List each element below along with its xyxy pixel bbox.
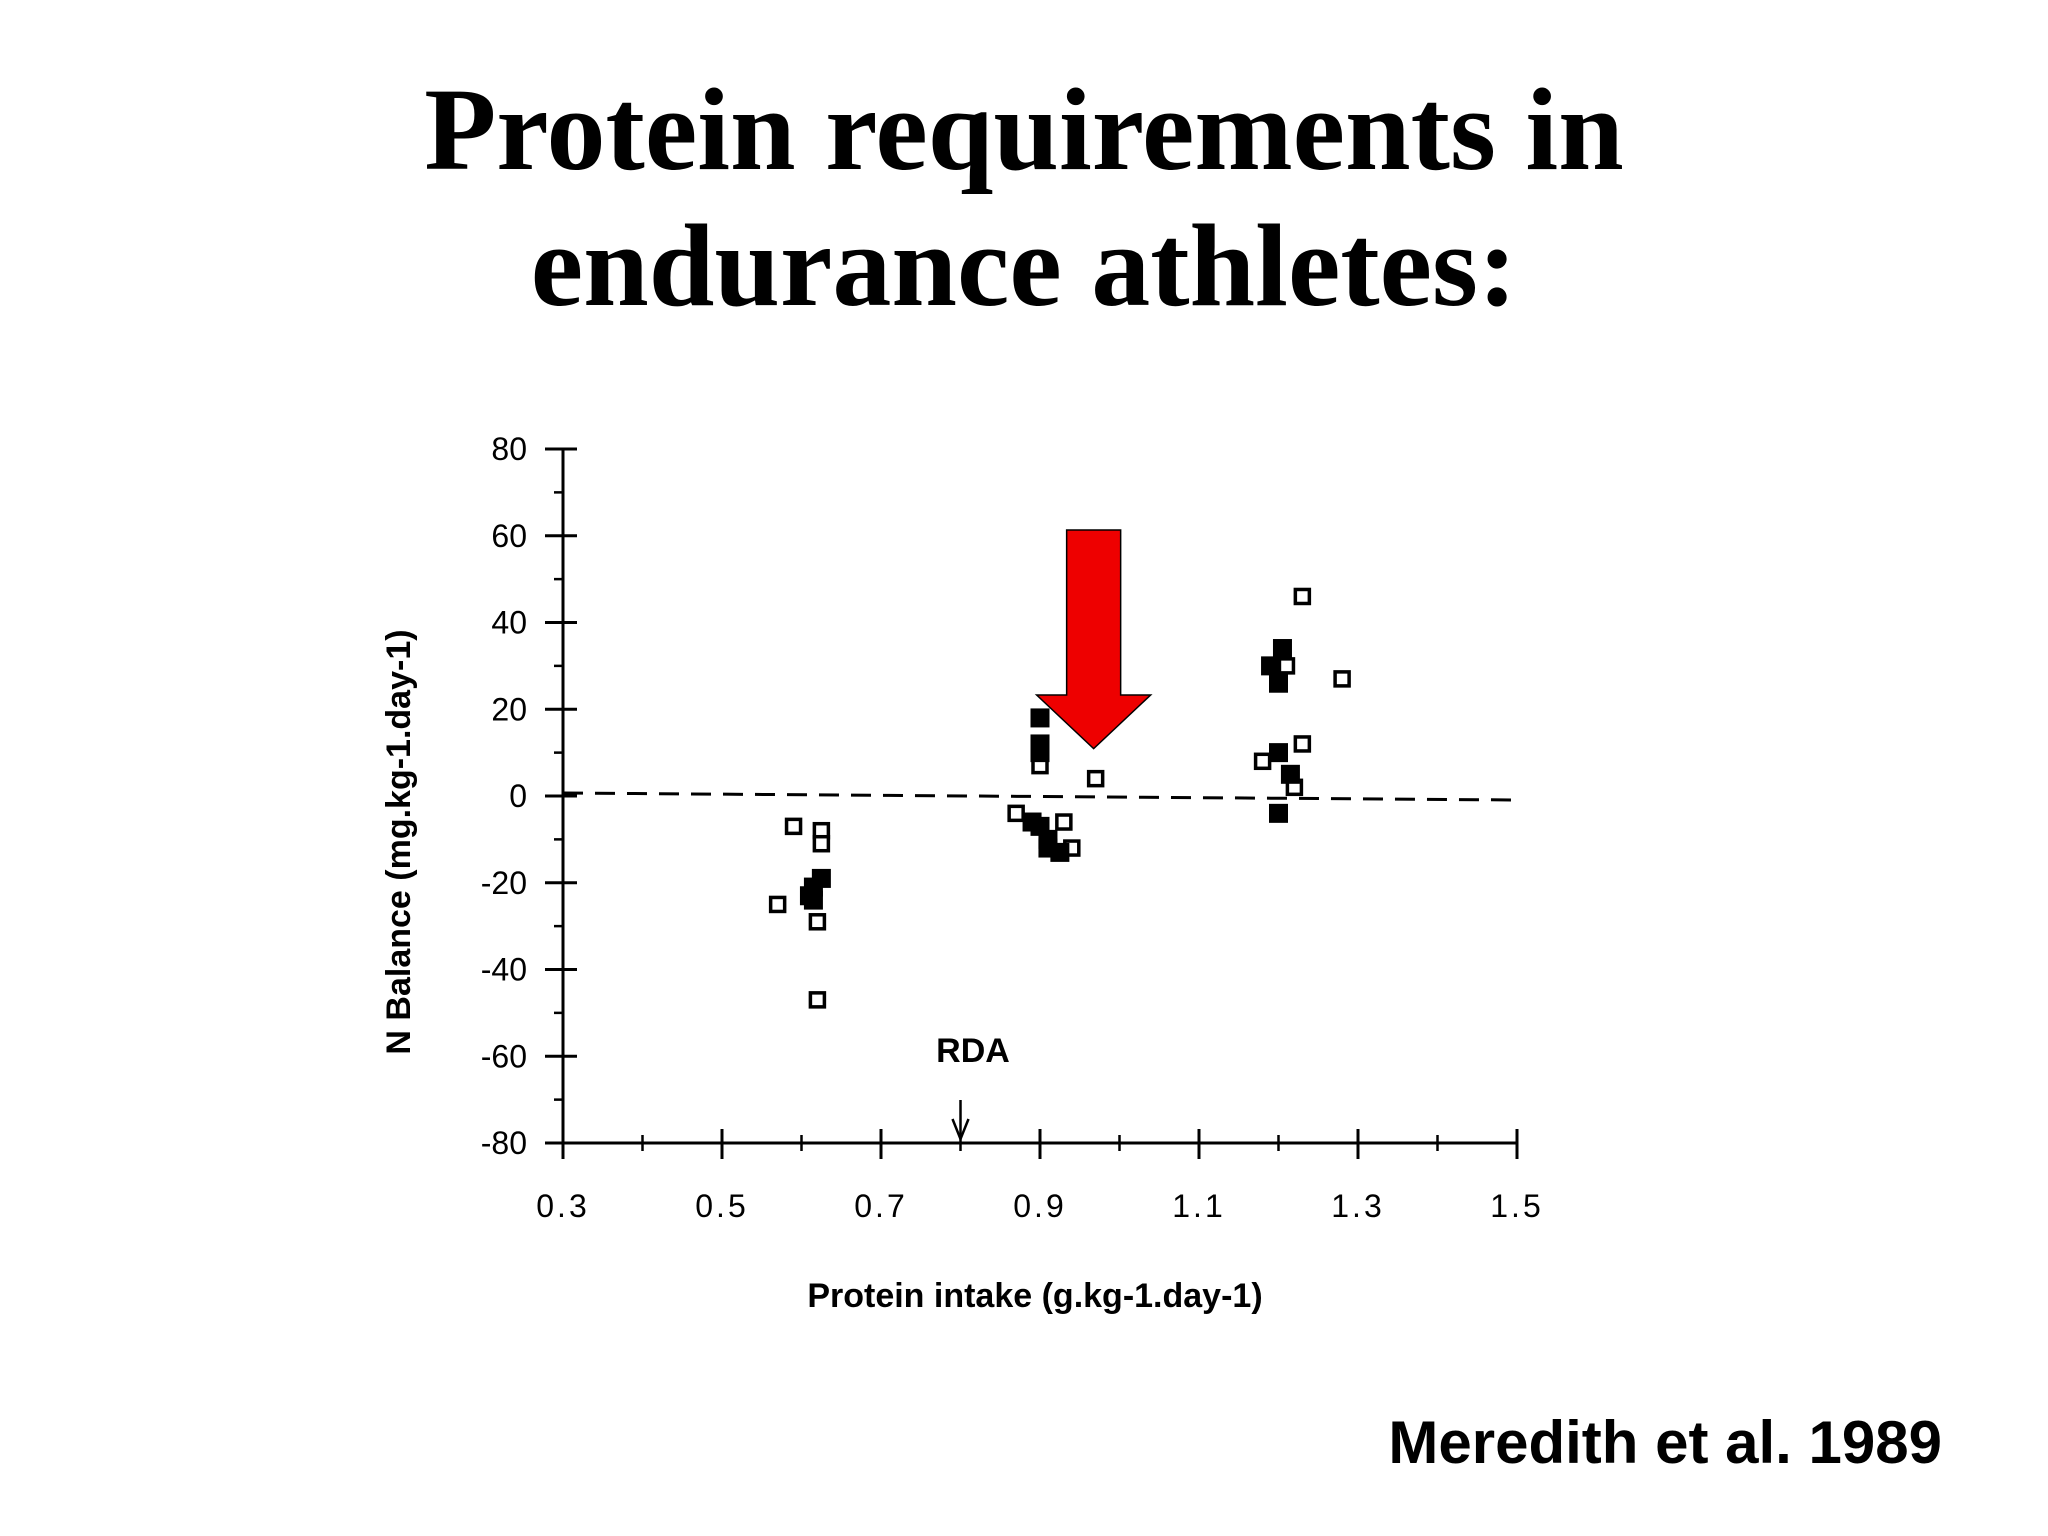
x-tick-label: 0.7 (854, 1188, 907, 1224)
data-point-open (808, 991, 827, 1009)
highlight-arrow (1034, 529, 1153, 750)
x-axis-title: Protein intake (g.kg-1.day-1) (807, 1277, 1262, 1315)
data-point-open (784, 817, 803, 836)
data-point-filled (1280, 764, 1300, 784)
y-tick-label: -60 (481, 1038, 527, 1074)
data-point-filled (1269, 673, 1288, 693)
rda-arrow-head (951, 1118, 970, 1143)
x-tick-label: 1.5 (1490, 1188, 1543, 1224)
data-point-open (1007, 804, 1025, 823)
data-point-open (1086, 769, 1105, 788)
data-point-filled (1050, 842, 1070, 862)
data-point-open (1293, 587, 1312, 606)
chart-marks (768, 529, 1351, 1009)
citation: Meredith et al. 1989 (1388, 1409, 1942, 1476)
data-point-filled (1261, 656, 1281, 676)
rda-label: RDA (936, 1032, 1010, 1070)
y-tick-label: -40 (481, 952, 527, 988)
data-point-filled (803, 890, 823, 910)
x-tick-label: 0.3 (536, 1188, 589, 1224)
y-tick-label: -20 (481, 865, 527, 901)
x-tick-label: 1.3 (1331, 1188, 1384, 1224)
data-point-filled (1269, 803, 1288, 823)
data-point-filled (1030, 708, 1050, 728)
data-point-filled (1269, 743, 1288, 763)
data-point-open (1293, 735, 1312, 753)
y-tick-label: 40 (491, 605, 527, 641)
data-point-open (812, 834, 831, 853)
data-point-filled (1030, 743, 1050, 763)
zero-reference-line (562, 791, 1518, 802)
y-tick-label: 60 (491, 518, 527, 554)
data-point-filled (811, 868, 831, 888)
x-tick-label: 0.5 (695, 1188, 748, 1224)
data-point-open (1277, 657, 1296, 675)
x-tick-label: 1.1 (1172, 1188, 1225, 1224)
slide-title: Protein requirements in endurance athlet… (0, 62, 2048, 334)
data-point-open (1253, 752, 1272, 771)
y-axis-title: N Balance (mg.kg-1.day-1) (380, 629, 418, 1054)
data-point-open (808, 913, 827, 931)
y-tick-label: 0 (509, 778, 527, 814)
x-tick-label: 0.9 (1013, 1188, 1066, 1224)
chart-axes: 80 60 40 20 0 -20 -40 -60 -800.3 0.5 0.7 0.9 1.1 1.3 1… (481, 431, 1543, 1224)
data-point-filled (1272, 639, 1292, 659)
data-point-open (1055, 813, 1073, 831)
y-tick-label: -80 (481, 1125, 527, 1161)
title-line-2: endurance athletes: (530, 200, 1518, 331)
data-point-open (768, 895, 787, 914)
title-line-1: Protein requirements in (424, 64, 1624, 195)
y-tick-label: 20 (491, 691, 527, 727)
data-point-open (1333, 670, 1351, 688)
y-tick-label: 80 (491, 431, 527, 467)
